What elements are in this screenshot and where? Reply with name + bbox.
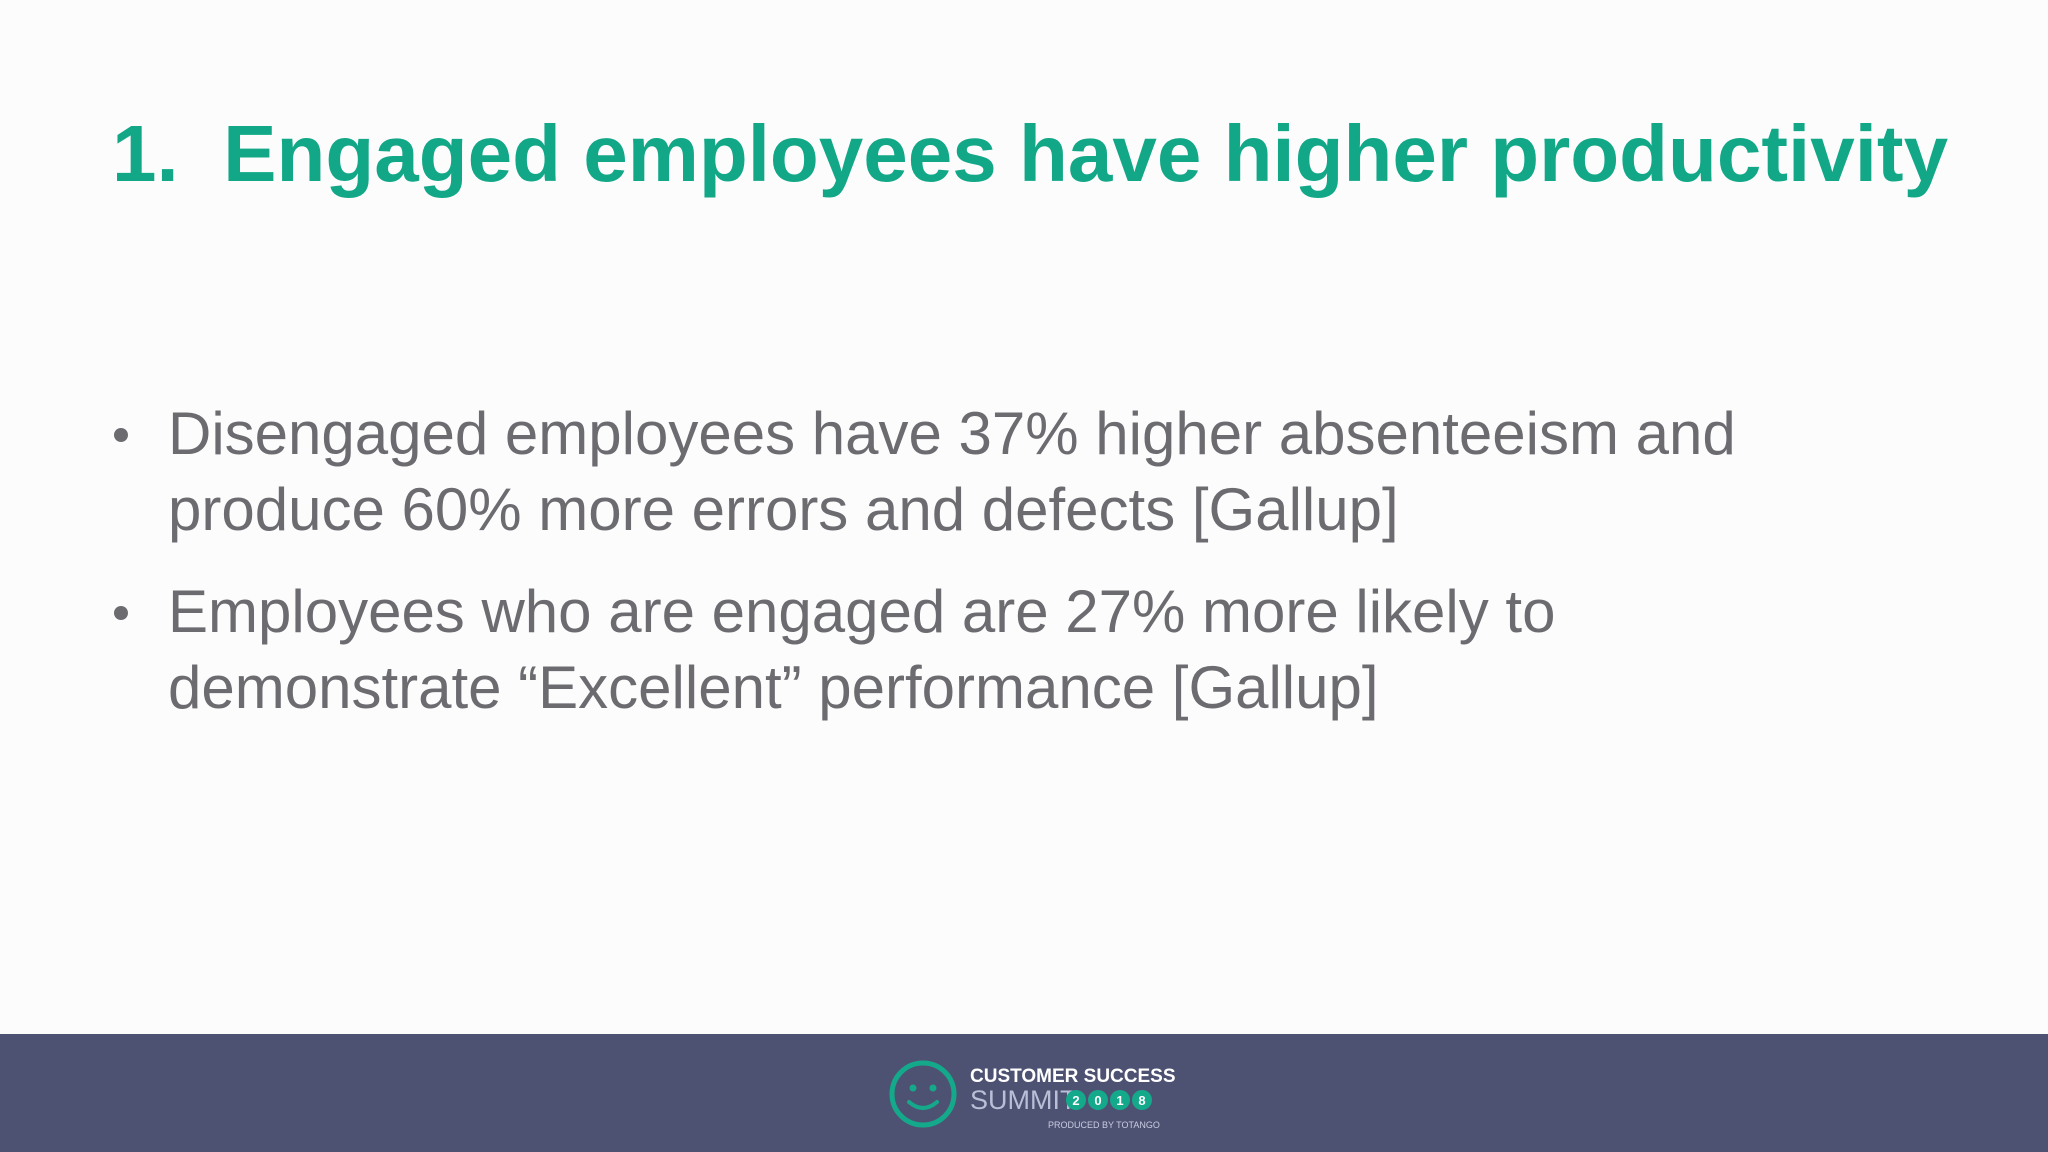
year-digit: 8 xyxy=(1138,1093,1145,1108)
digit-badge xyxy=(1110,1090,1130,1110)
year-digit: 0 xyxy=(1094,1093,1101,1108)
bullet: Employees who are engaged are 27% more l… xyxy=(112,574,1868,726)
bullet-list: Disengaged employees have 37% higher abs… xyxy=(112,396,1912,752)
logo-eye xyxy=(929,1084,937,1092)
bullet: Disengaged employees have 37% higher abs… xyxy=(112,396,1868,548)
logo-smile xyxy=(907,1100,939,1110)
digit-badge xyxy=(1132,1090,1152,1110)
brand-line2: SUMMIT xyxy=(970,1085,1076,1115)
slide-title: 1. Engaged employees have higher product… xyxy=(112,109,1949,198)
year-digit: 1 xyxy=(1116,1093,1123,1108)
logo-face xyxy=(889,1060,957,1128)
digit-badge xyxy=(1088,1090,1108,1110)
tagline: PRODUCED BY TOTANGO xyxy=(1048,1120,1160,1130)
year-digit: 2 xyxy=(1072,1093,1079,1108)
digit-badge xyxy=(1066,1090,1086,1110)
logo-eye xyxy=(909,1084,917,1092)
brand-line1: CUSTOMER SUCCESS xyxy=(970,1066,1176,1087)
